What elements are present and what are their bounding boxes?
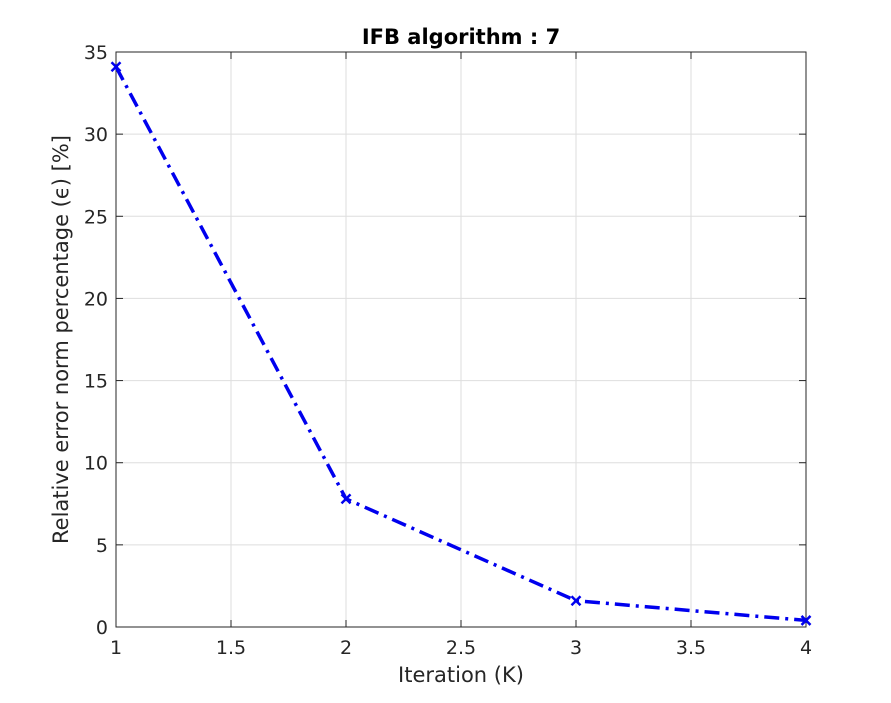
- y-tick-label: 20: [84, 288, 108, 310]
- data-point-marker: [340, 493, 352, 505]
- x-tick-label: 3: [570, 637, 582, 659]
- x-tick-label: 1: [110, 637, 122, 659]
- x-tick-label: 3.5: [676, 637, 706, 659]
- chart-title: IFB algorithm : 7: [362, 25, 560, 49]
- data-point-marker: [570, 595, 582, 607]
- x-tick-label: 4: [800, 637, 812, 659]
- y-tick-label: 35: [84, 42, 108, 64]
- y-tick-label: 0: [96, 617, 108, 639]
- ticks: 1 1.5 2 2.5 3 3.5 4 0 5 10 15 20 25 30 35: [84, 42, 812, 659]
- x-tick-label: 2: [340, 637, 352, 659]
- y-tick-label: 25: [84, 206, 108, 228]
- series-line: [114, 65, 807, 623]
- y-tick-label: 10: [84, 453, 108, 475]
- y-tick-label: 15: [84, 371, 108, 393]
- x-tick-label: 1.5: [216, 637, 246, 659]
- series-group: [110, 61, 812, 626]
- y-tick-label: 30: [84, 124, 108, 146]
- y-axis-label: Relative error norm percentage (ϵ) [%]: [49, 135, 73, 544]
- x-axis-label: Iteration (K): [398, 663, 524, 687]
- data-point-marker: [800, 615, 812, 626]
- data-point-marker: [110, 61, 122, 73]
- y-tick-label: 5: [96, 535, 108, 557]
- x-tick-label: 2.5: [446, 637, 476, 659]
